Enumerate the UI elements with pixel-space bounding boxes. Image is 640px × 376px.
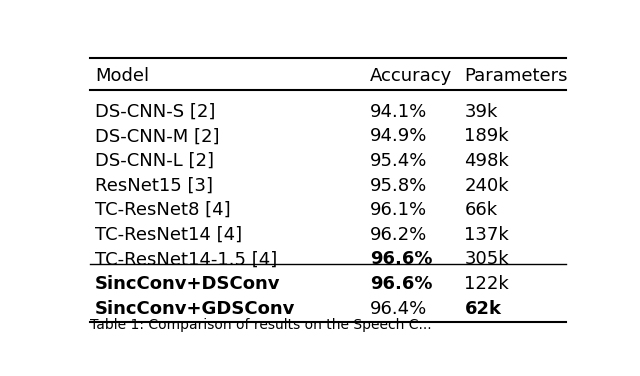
Text: TC-ResNet8 [4]: TC-ResNet8 [4] [95,201,230,219]
Text: 39k: 39k [465,103,498,121]
Text: Model: Model [95,67,149,85]
Text: 96.1%: 96.1% [370,201,428,219]
Text: 66k: 66k [465,201,497,219]
Text: DS-CNN-S [2]: DS-CNN-S [2] [95,103,215,121]
Text: 95.4%: 95.4% [370,152,428,170]
Text: 62k: 62k [465,300,501,318]
Text: SincConv+DSConv: SincConv+DSConv [95,275,280,293]
Text: TC-ResNet14-1.5 [4]: TC-ResNet14-1.5 [4] [95,250,277,268]
Text: Parameters: Parameters [465,67,568,85]
Text: 498k: 498k [465,152,509,170]
Text: 95.8%: 95.8% [370,177,428,194]
Text: 305k: 305k [465,250,509,268]
Text: ResNet15 [3]: ResNet15 [3] [95,177,213,194]
Text: 94.9%: 94.9% [370,127,428,145]
Text: TC-ResNet14 [4]: TC-ResNet14 [4] [95,226,242,244]
Text: DS-CNN-M [2]: DS-CNN-M [2] [95,127,220,145]
Text: 96.6%: 96.6% [370,275,433,293]
Text: SincConv+GDSConv: SincConv+GDSConv [95,300,295,318]
Text: 189k: 189k [465,127,509,145]
Text: 122k: 122k [465,275,509,293]
Text: 240k: 240k [465,177,509,194]
Text: 96.2%: 96.2% [370,226,428,244]
Text: 137k: 137k [465,226,509,244]
Text: 94.1%: 94.1% [370,103,428,121]
Text: 96.4%: 96.4% [370,300,428,318]
Text: DS-CNN-L [2]: DS-CNN-L [2] [95,152,214,170]
Text: Accuracy: Accuracy [370,67,452,85]
Text: 96.6%: 96.6% [370,250,433,268]
Text: Table 1: Comparison of results on the Speech C...: Table 1: Comparison of results on the Sp… [90,318,431,332]
